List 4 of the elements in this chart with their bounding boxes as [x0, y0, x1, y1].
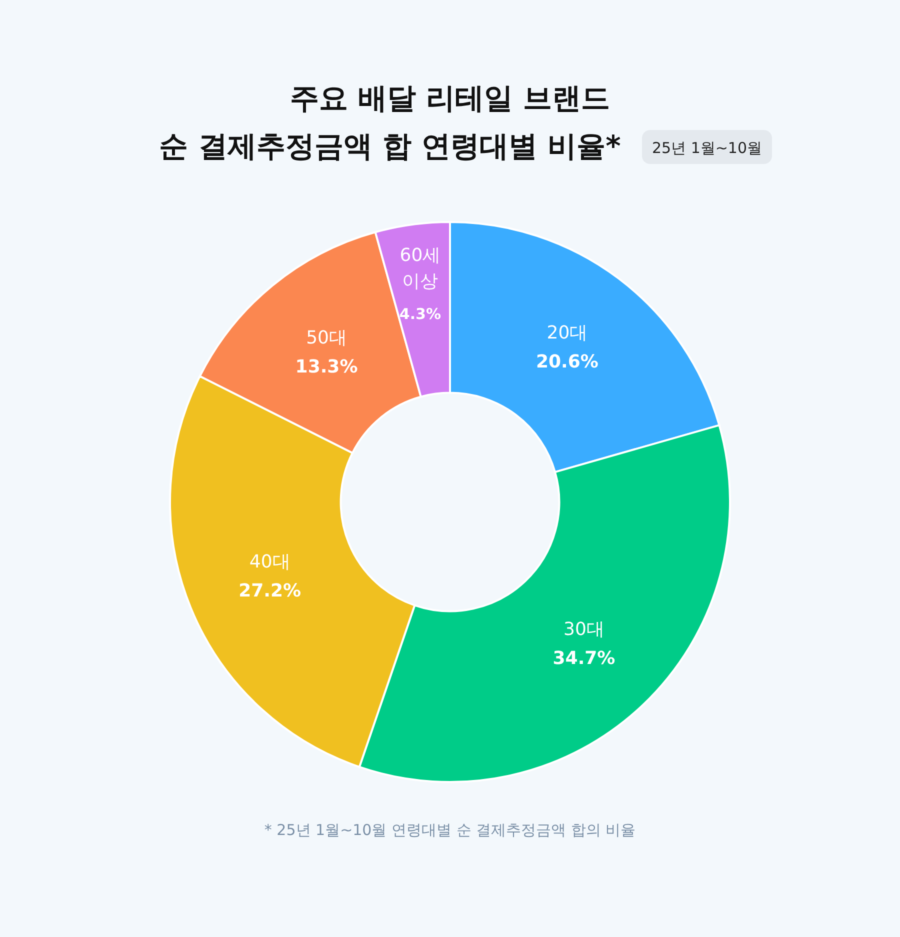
title: 주요 배달 리테일 브랜드 순 결제추정금액 합 연령대별 비율*: [159, 81, 621, 163]
chart-subtitle: 25년 1월~10월: [652, 139, 762, 157]
annotation: * 25년 1월~10월 연령대별 순 결제추정금액 합의 비율: [264, 821, 636, 839]
subtitle: 25년 1월~10월: [642, 130, 772, 164]
